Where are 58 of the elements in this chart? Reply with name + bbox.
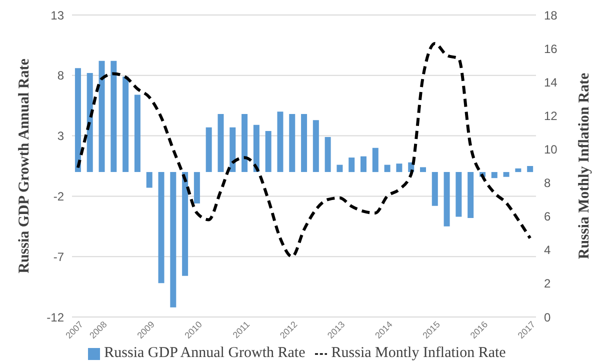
- y2-tick-label: 12: [544, 108, 558, 123]
- y2-tick-label: 10: [544, 142, 558, 156]
- bar: [527, 166, 534, 172]
- bar: [182, 172, 188, 276]
- bar: [86, 72, 93, 172]
- bar: [360, 156, 367, 172]
- bar: [265, 130, 272, 172]
- bar: [503, 172, 510, 177]
- bar: [289, 114, 296, 172]
- y2-tick-label: 0: [544, 310, 551, 324]
- bar: [384, 164, 390, 172]
- bar: [420, 167, 426, 172]
- y2-tick-label: 2: [544, 276, 551, 291]
- bar: [456, 172, 462, 217]
- bar: [301, 114, 308, 172]
- y-tick-label: 8: [57, 68, 64, 83]
- bar: [312, 120, 319, 172]
- bar: [336, 164, 343, 172]
- legend-label: Russia GDP Annual Growth Rate: [104, 345, 306, 361]
- y-tick-label: -2: [53, 189, 64, 204]
- bar: [242, 114, 248, 172]
- y-tick-label: -12: [46, 310, 64, 324]
- y2-tick-label: 8: [544, 176, 551, 190]
- line-series: [76, 42, 532, 258]
- bar: [491, 172, 498, 178]
- bar: [206, 127, 212, 172]
- bar: [74, 68, 81, 172]
- bar: [146, 172, 152, 188]
- y2-tick-label: 16: [544, 42, 558, 56]
- y-tick-label: 13: [50, 8, 64, 22]
- bar: [396, 164, 402, 172]
- y-tick-label: 3: [57, 129, 64, 144]
- bar: [432, 172, 438, 206]
- y2-axis-title: Russia Mothly Inflation Rate: [576, 72, 592, 260]
- bar: [170, 172, 176, 308]
- y2-tick-label: 18: [544, 8, 558, 22]
- bar: [444, 172, 450, 226]
- bar: [98, 60, 105, 172]
- bar: [515, 168, 522, 172]
- bar: [253, 124, 260, 172]
- y2-tick-label: 4: [544, 243, 551, 258]
- y2-tick-label: 6: [544, 210, 551, 224]
- bar: [230, 127, 236, 172]
- bar: [324, 137, 331, 172]
- bar: [468, 172, 474, 218]
- bar: [218, 114, 224, 172]
- bar: [158, 172, 164, 284]
- y-tick-label: -7: [53, 250, 64, 264]
- y-axis-title: Russia GDP Growth Annual Rate: [16, 58, 32, 274]
- legend-label: Russia Montly Inflation Rate: [331, 345, 506, 361]
- bar: [372, 148, 378, 172]
- bar: [194, 172, 200, 204]
- bar: [122, 76, 129, 172]
- y2-tick-label: 14: [544, 75, 558, 90]
- bar: [134, 94, 140, 172]
- bar: [277, 112, 284, 172]
- bar: [348, 158, 355, 172]
- bar: [110, 60, 117, 172]
